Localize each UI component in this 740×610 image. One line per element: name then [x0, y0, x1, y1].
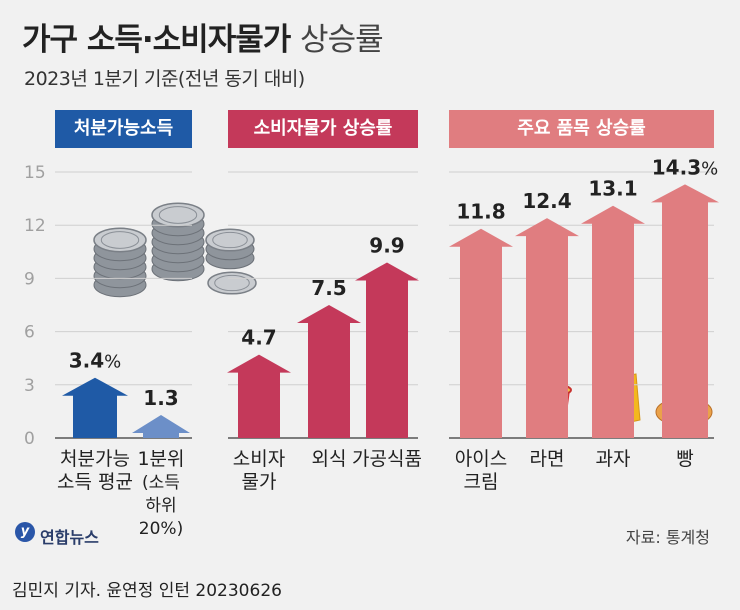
y-tick-label: 0	[24, 429, 35, 449]
y-tick-label: 6	[24, 323, 35, 343]
chart-subtitle: 2023년 1분기 기준(전년 동기 대비)	[24, 68, 305, 90]
value-labels: 3.4% 1.3 4.7 7.5 9.9 11.8 12.4 13.1 14.3%	[69, 155, 719, 410]
y-tick-label: 3	[24, 376, 35, 396]
y-tick-label: 15	[24, 163, 46, 183]
category-label: 소비자 물가	[233, 448, 285, 493]
category-label: 외식	[312, 448, 347, 470]
value-label: 14.3%	[652, 155, 718, 179]
coin-stack-icon	[151, 202, 205, 282]
bar-arrow	[355, 262, 419, 438]
bar-arrow	[62, 377, 128, 438]
bar-arrow	[449, 228, 513, 438]
bar-arrow	[132, 414, 190, 438]
category-label: 가공식품	[352, 448, 422, 470]
category-label: 처분가능 소득 평균	[57, 448, 133, 493]
bar-arrow	[515, 218, 579, 438]
section-label-cpi: 소비자물가 상승률	[228, 110, 418, 148]
value-label: 12.4	[522, 189, 571, 213]
bars	[62, 184, 719, 438]
value-label: 3.4%	[69, 349, 122, 373]
bar-arrow	[227, 354, 291, 438]
byline: 김민지 기자. 윤연정 인턴 20230626	[12, 581, 282, 601]
value-label: 9.9	[369, 233, 404, 257]
y-tick-label: 12	[24, 216, 46, 236]
bar-arrow	[297, 305, 361, 438]
chart-title: 가구 소득·소비자물가 상승률	[22, 22, 384, 58]
value-label: 11.8	[456, 200, 505, 224]
bar-arrow	[581, 205, 645, 438]
category-label: 아이스 크림	[455, 448, 507, 493]
section-label-income: 처분가능소득	[55, 110, 192, 148]
yonhap-logo-icon: y	[15, 522, 35, 542]
category-label: 빵	[676, 448, 693, 470]
section-label-items: 주요 품목 상승률	[449, 110, 714, 148]
category-label: 과자	[596, 448, 631, 470]
category-label: 라면	[530, 448, 565, 470]
value-label: 13.1	[588, 177, 637, 201]
yonhap-logo: 연합뉴스	[40, 528, 99, 547]
y-axis: 0 3 6 9 12 15	[24, 163, 46, 449]
coin-stack-icon	[205, 228, 255, 270]
value-label: 7.5	[311, 276, 346, 300]
coin-stack-icon	[93, 227, 147, 298]
source-note: 자료: 통계청	[625, 528, 710, 547]
coin-stack-icon	[207, 271, 257, 295]
bar-arrow	[651, 184, 719, 438]
value-label: 1.3	[143, 386, 178, 410]
category-label: 1분위 (소득 하위 20%)	[137, 448, 184, 539]
value-label: 4.7	[241, 326, 276, 350]
y-tick-label: 9	[24, 269, 35, 289]
